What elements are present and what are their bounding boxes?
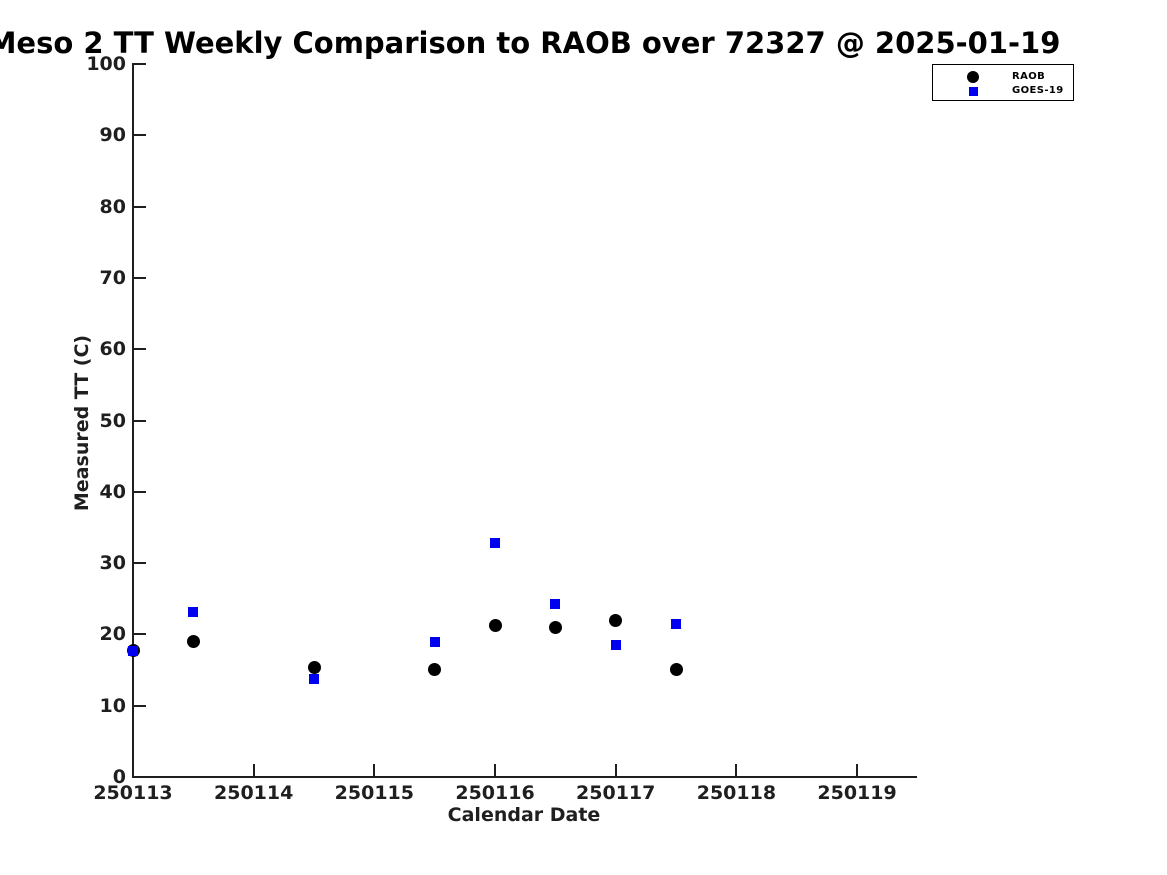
raob-marker — [548, 621, 562, 635]
raob-marker — [669, 662, 683, 676]
y-tick-label: 90 — [99, 124, 126, 147]
y-tick — [133, 348, 146, 351]
goes-19-marker — [490, 538, 501, 549]
y-axis-label: Measured TT (C) — [71, 334, 93, 512]
chart-title: Meso 2 TT Weekly Comparison to RAOB over… — [0, 26, 1061, 60]
y-tick-label: 40 — [99, 480, 126, 503]
y-tick-label: 20 — [99, 623, 126, 646]
x-axis-line — [132, 776, 917, 778]
x-tick — [856, 764, 859, 777]
goes-19-marker — [309, 673, 320, 684]
x-tick-label: 250118 — [696, 782, 777, 804]
y-tick-label: 80 — [99, 195, 126, 218]
legend-label-goes-19: GOES-19 — [1012, 85, 1064, 96]
x-tick-label: 250116 — [455, 782, 535, 804]
raob-marker — [488, 619, 502, 633]
y-tick-label: 10 — [99, 694, 126, 717]
y-tick — [133, 134, 146, 137]
y-tick-label: 30 — [99, 552, 126, 575]
y-tick — [133, 776, 146, 778]
y-tick — [133, 562, 146, 565]
legend-label-raob: RAOB — [1012, 71, 1046, 82]
y-tick — [133, 63, 146, 65]
legend-swatch-raob circle — [967, 71, 979, 83]
y-tick-label: 70 — [99, 266, 126, 289]
goes-19-marker — [188, 606, 199, 617]
legend: RAOB GOES-19 — [932, 64, 1074, 101]
y-tick-label: 100 — [86, 53, 126, 75]
x-tick — [132, 764, 134, 777]
y-tick-label: 0 — [112, 766, 126, 788]
y-tick-label: 60 — [99, 338, 126, 361]
x-tick-label: 250119 — [817, 782, 897, 804]
x-tick — [614, 764, 617, 777]
x-tick — [494, 764, 497, 777]
x-tick-label: 250113 — [93, 782, 173, 804]
raob-marker — [428, 662, 442, 676]
x-tick-label: 250114 — [214, 782, 294, 804]
goes-19-marker — [550, 598, 561, 609]
y-tick — [133, 205, 146, 208]
x-tick — [373, 764, 376, 777]
goes-19-marker — [429, 637, 440, 648]
y-tick — [133, 419, 146, 422]
x-axis-label: Calendar Date — [447, 804, 601, 826]
raob-marker — [307, 660, 321, 674]
y-tick — [133, 276, 146, 279]
raob-marker — [186, 635, 200, 649]
y-tick-label: 50 — [99, 409, 126, 432]
x-tick-label: 250117 — [576, 782, 656, 804]
x-tick — [252, 764, 255, 777]
raob-marker — [609, 613, 623, 627]
legend-swatch-goes-19 — [968, 86, 978, 96]
y-tick — [133, 633, 146, 636]
goes-19-marker — [671, 619, 682, 630]
goes-19-marker — [128, 645, 138, 656]
x-tick-label: 250115 — [334, 782, 414, 804]
x-tick — [735, 764, 738, 777]
goes-19-marker — [610, 640, 621, 651]
y-tick — [133, 704, 146, 707]
y-tick — [133, 490, 146, 493]
